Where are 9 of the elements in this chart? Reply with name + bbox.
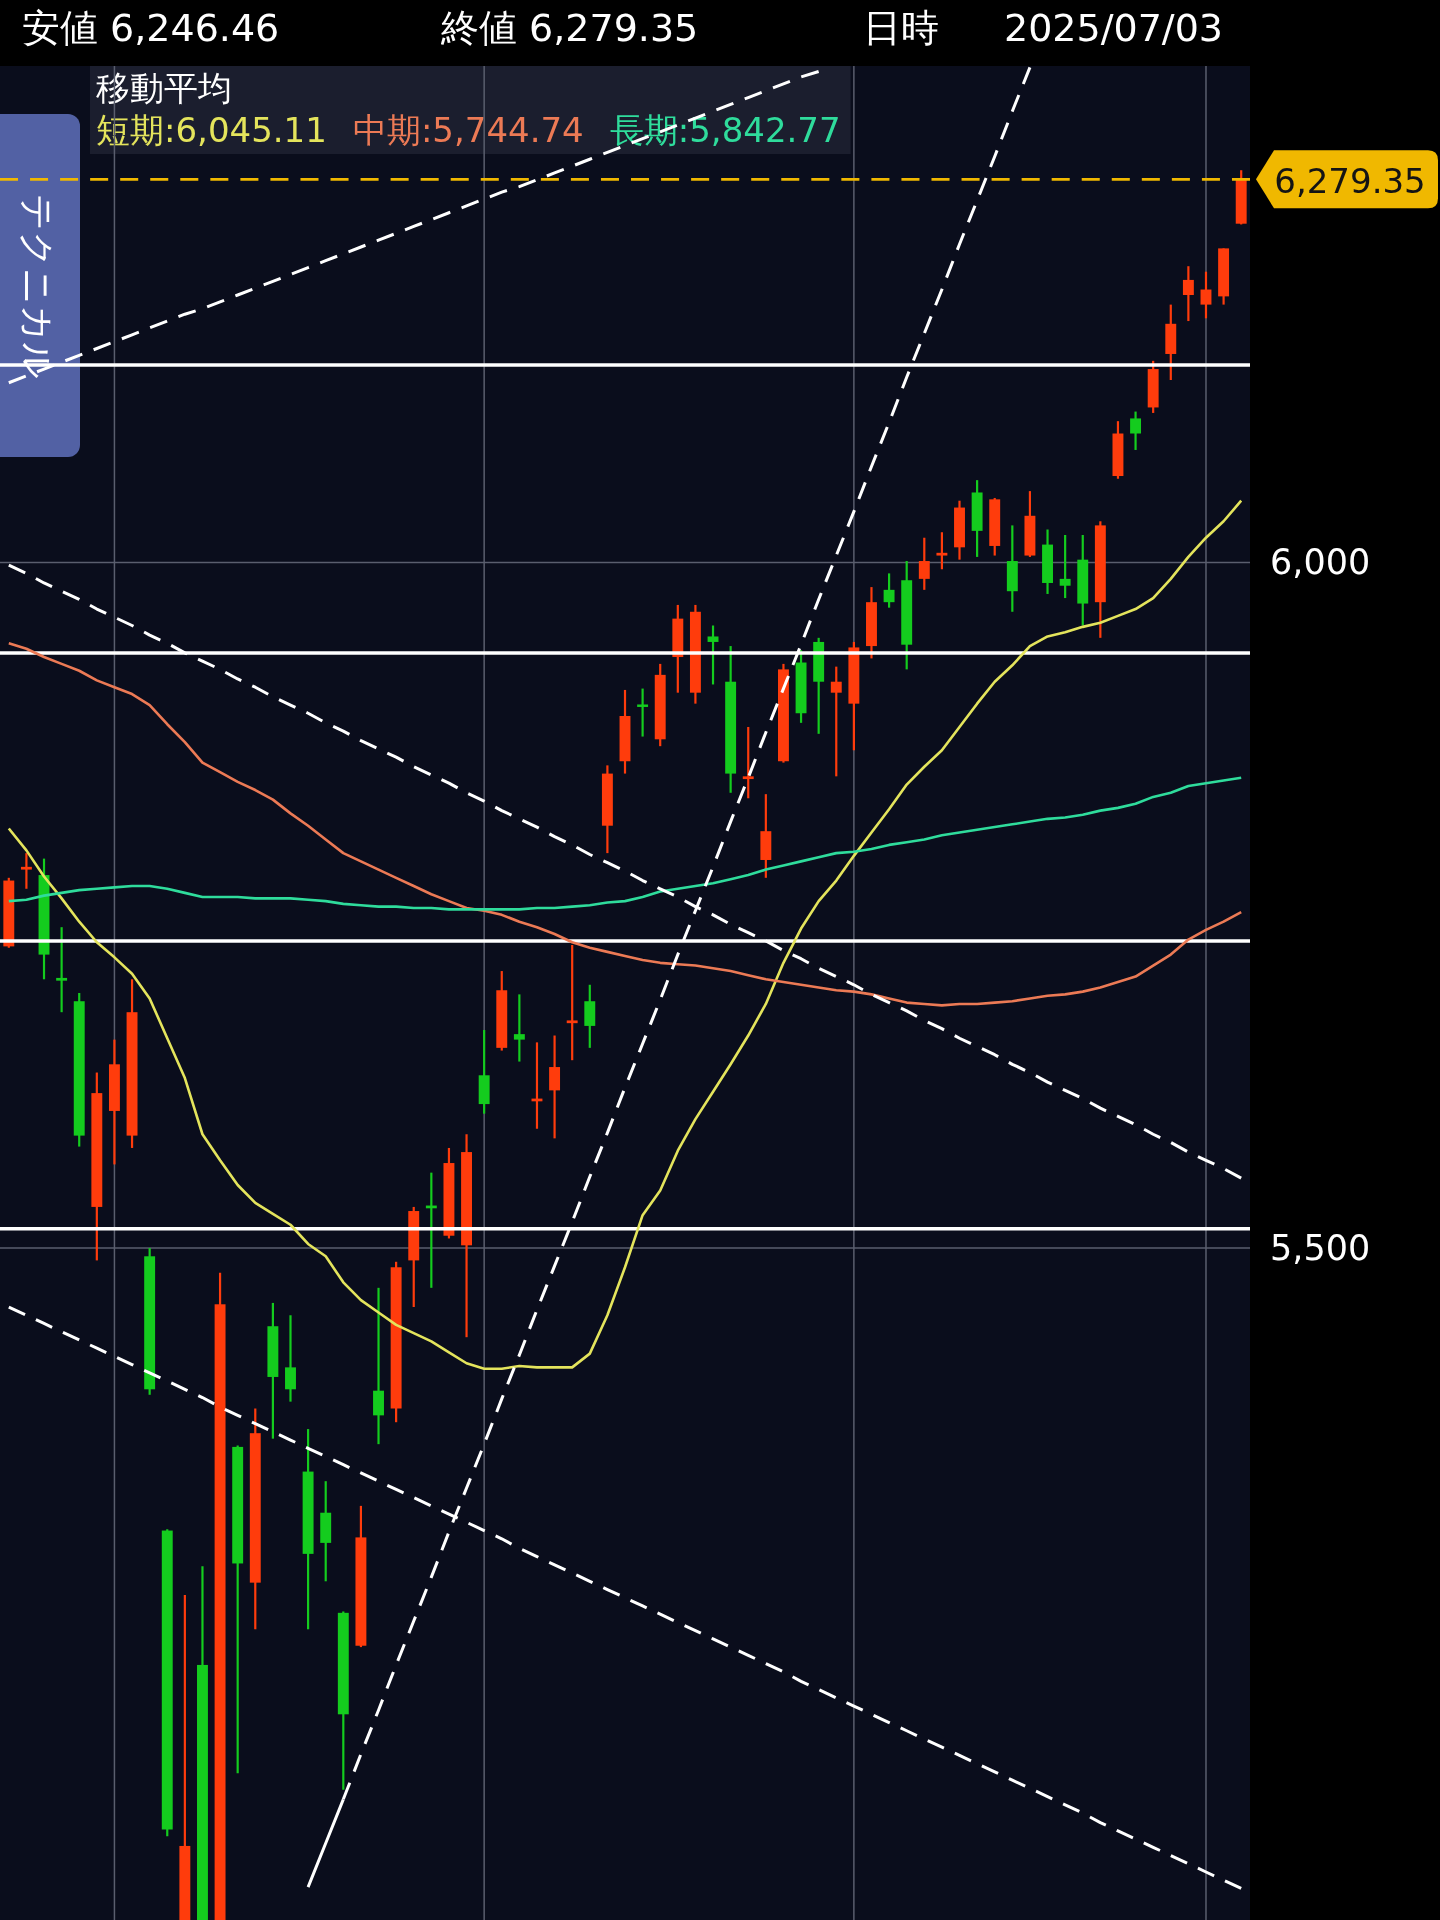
- y-tick-label: 6,000: [1270, 542, 1371, 583]
- text: 日時: [863, 6, 939, 50]
- button: テクニカル: [0, 114, 80, 457]
- y-tick-label: 5,500: [1270, 1228, 1371, 1269]
- text: 2025/07/03: [1004, 6, 1224, 50]
- legend-title: 移動平均: [96, 68, 232, 108]
- annotation: テクニカル: [16, 193, 58, 379]
- text: 終値 6,279.35: [440, 6, 699, 50]
- text: 安値 6,246.46: [22, 6, 280, 50]
